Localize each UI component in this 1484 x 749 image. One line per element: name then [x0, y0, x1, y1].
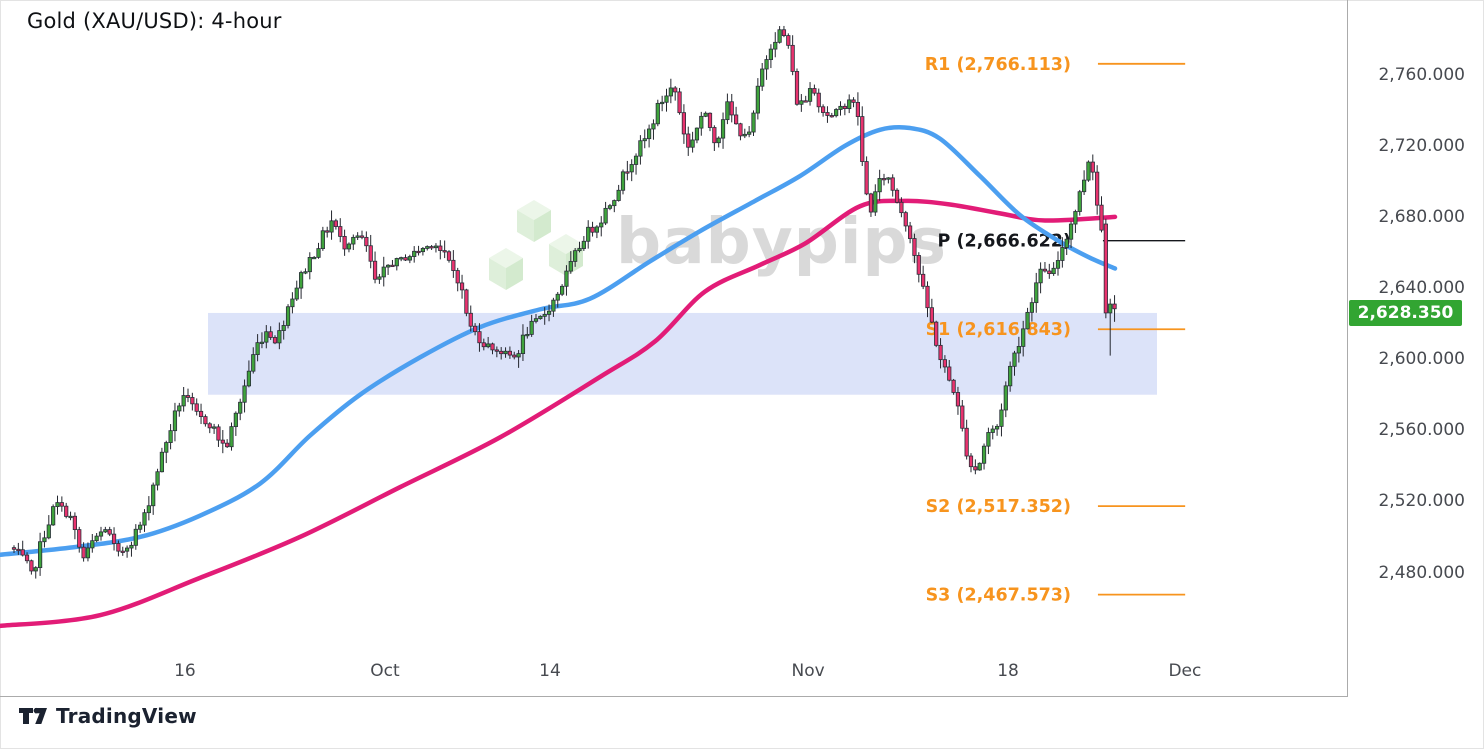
- pivot-label-R1: R1 (2,766.113): [925, 55, 1071, 75]
- y-axis-label: 2,680.000: [1378, 206, 1465, 227]
- y-axis-label: 2,600.000: [1378, 349, 1465, 370]
- y-axis-label: 2,640.000: [1378, 278, 1465, 299]
- babypips-watermark-text: babypips: [616, 204, 948, 278]
- chart-title: Gold (XAU/USD): 4-hour: [27, 9, 282, 33]
- y-axis-label: 2,560.000: [1378, 420, 1465, 441]
- candles: [11, 25, 1117, 579]
- y-axis-label: 2,720.000: [1378, 135, 1465, 156]
- tradingview-logo-icon: [19, 707, 47, 724]
- time-axis-border: [0, 696, 1348, 697]
- pivot-label-S1: S1 (2,616.843): [926, 320, 1071, 340]
- last-price-badge: 2,628.350: [1349, 299, 1462, 326]
- tradingview-attribution[interactable]: TradingView: [18, 704, 197, 728]
- support-zone: [207, 312, 1157, 395]
- y-axis-label: 2,520.000: [1378, 491, 1465, 512]
- cube-left: [489, 248, 523, 290]
- price-axis[interactable]: 2,628.350 2,760.000 2,720.000 2,680.000 2,6…: [1348, 0, 1484, 697]
- y-axis-label: 2,760.000: [1378, 64, 1465, 85]
- pivot-label-P: P (2,666.622): [938, 232, 1071, 252]
- pivot-label-S3: S3 (2,467.573): [926, 586, 1071, 606]
- y-axis-label: 2,480.000: [1378, 562, 1465, 583]
- price-axis-border: [1347, 0, 1348, 697]
- blue-moving-average: [0, 124, 1118, 558]
- pivot-label-S2: S2 (2,517.352): [926, 497, 1071, 517]
- tradingview-logo-text: TradingView: [56, 704, 197, 728]
- pink-moving-average: [0, 198, 1118, 629]
- candlestick-plot[interactable]: R1 (2,766.113) P (2,666.622) S1 (2,616.843…: [0, 0, 1348, 697]
- cube-top: [517, 200, 551, 242]
